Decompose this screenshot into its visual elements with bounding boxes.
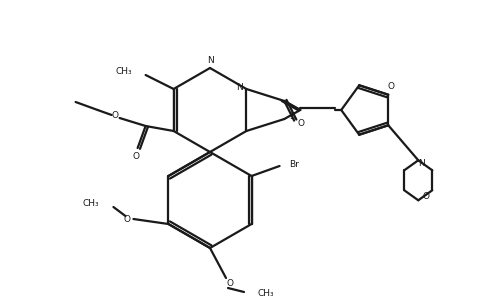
Text: N: N [418, 159, 425, 168]
Text: O: O [388, 82, 395, 91]
Text: O: O [298, 119, 305, 128]
Text: CH₃: CH₃ [115, 67, 131, 75]
Text: Br: Br [290, 160, 300, 168]
Text: N: N [236, 83, 243, 91]
Text: CH₃: CH₃ [258, 290, 275, 298]
Text: O: O [111, 111, 118, 120]
Text: CH₃: CH₃ [83, 200, 99, 209]
Text: S: S [289, 111, 295, 120]
Text: O: O [423, 192, 430, 201]
Text: N: N [208, 55, 214, 64]
Text: O: O [124, 216, 131, 225]
Text: O: O [132, 152, 139, 160]
Text: O: O [227, 279, 234, 289]
